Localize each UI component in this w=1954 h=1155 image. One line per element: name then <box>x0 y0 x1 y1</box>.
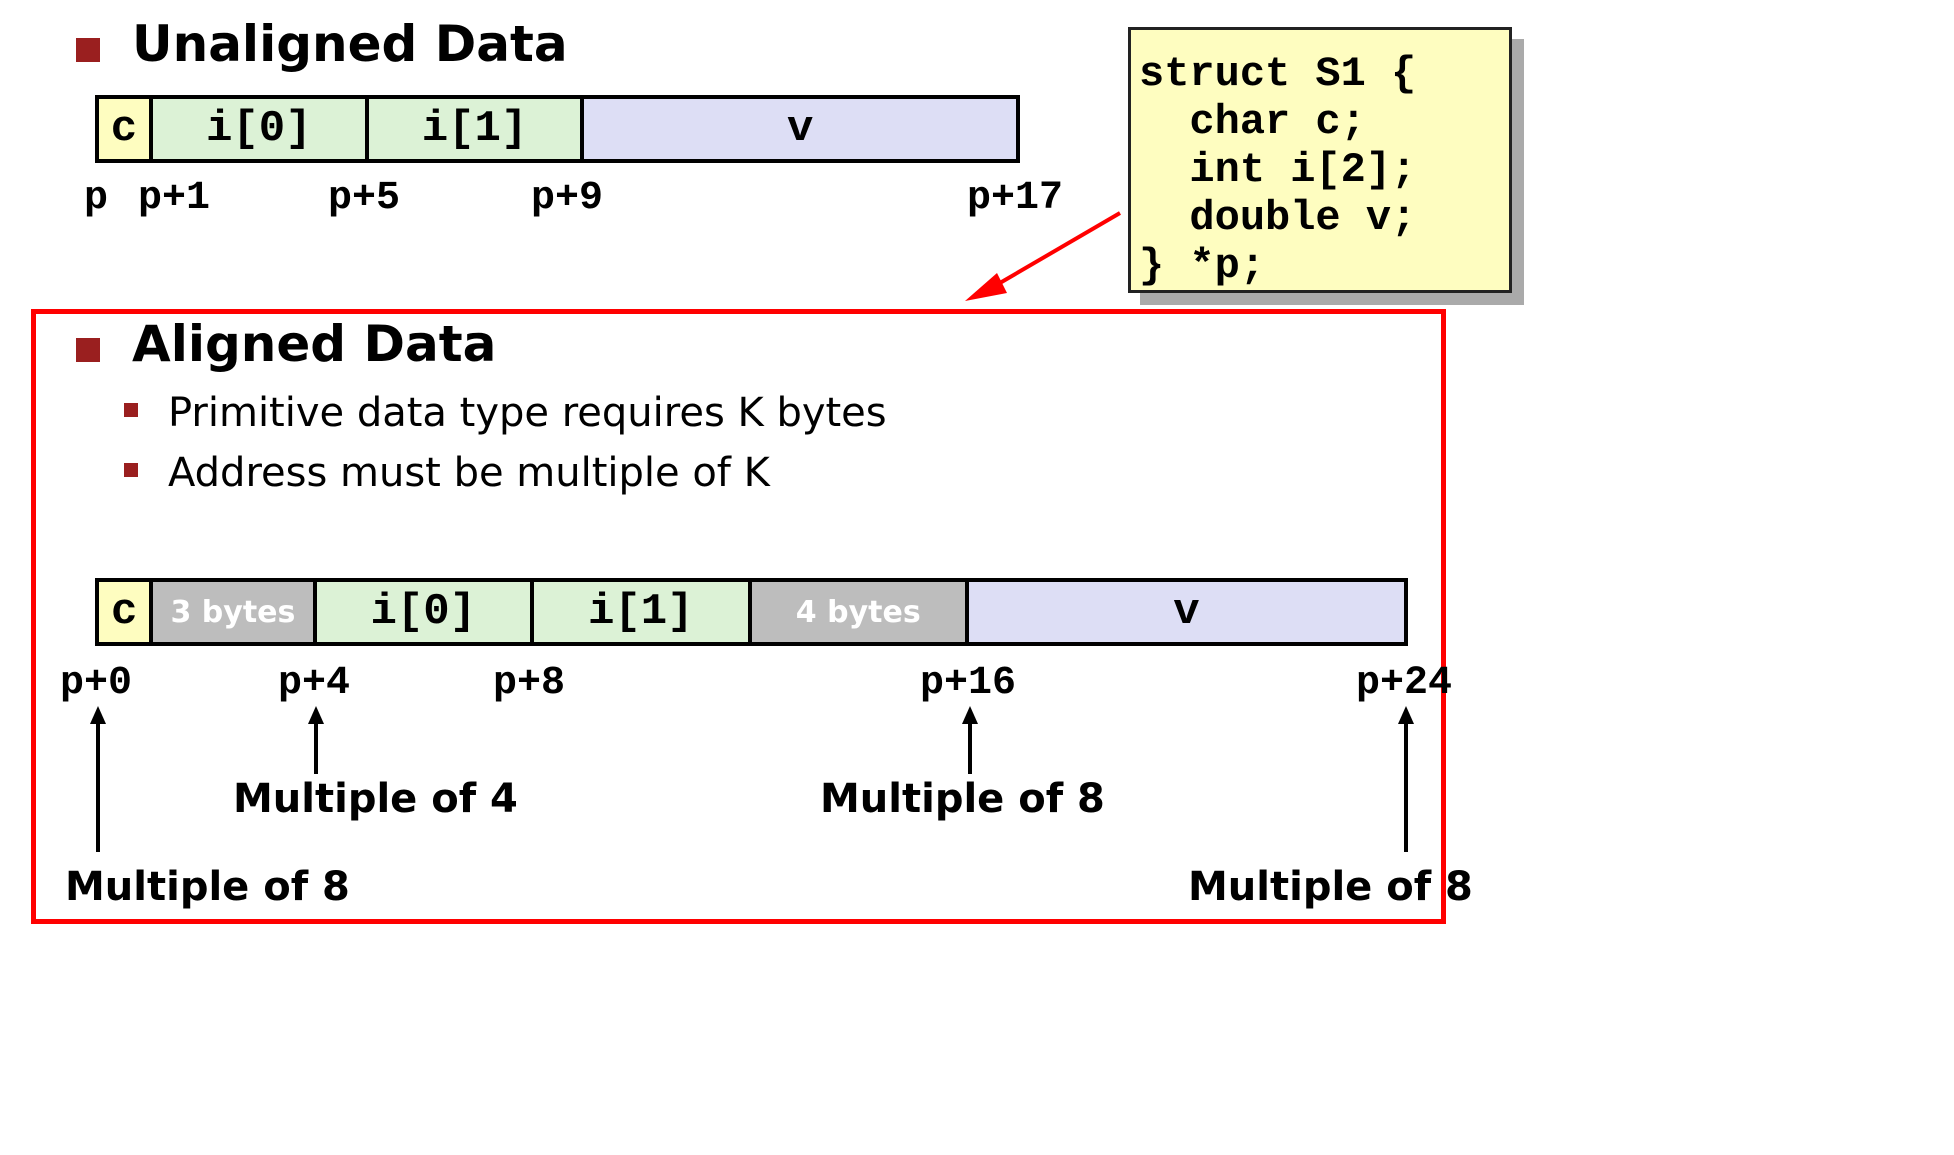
unaligned-title: Unaligned Data <box>132 15 568 73</box>
unaligned-bullet-square <box>76 38 100 62</box>
multiple-note: Multiple of 4 <box>233 776 518 822</box>
bullet-square <box>124 463 138 477</box>
code-line: int i[2]; <box>1139 146 1417 194</box>
aligned-offset-label: p+8 <box>493 661 566 706</box>
unaligned-offset-label: p+5 <box>328 176 401 221</box>
aligned-offset-label: p+0 <box>60 661 133 706</box>
aligned-cell-c: c <box>99 582 154 642</box>
multiple-note: Multiple of 8 <box>65 864 350 910</box>
aligned-offset-label: p+24 <box>1356 661 1453 706</box>
unaligned-cell-c: c <box>99 99 153 159</box>
callout-arrow-icon <box>965 211 1122 301</box>
struct-code-box: struct S1 { char c; int i[2]; double v; … <box>1128 27 1512 293</box>
aligned-highlight-box <box>31 309 1446 924</box>
bullet-text: Address must be multiple of K <box>168 450 770 496</box>
aligned-title: Aligned Data <box>132 315 497 373</box>
arrow-up-icon <box>962 706 978 774</box>
multiple-note: Multiple of 8 <box>820 776 1105 822</box>
unaligned-offset-label: p+1 <box>138 176 211 221</box>
aligned-cell-padding: 3 bytes <box>153 582 317 642</box>
aligned-offset-label: p+4 <box>278 661 351 706</box>
arrow-up-icon <box>1398 706 1414 852</box>
arrow-up-icon <box>308 706 324 774</box>
multiple-note: Multiple of 8 <box>1188 864 1473 910</box>
aligned-cell-padding: 4 bytes <box>751 582 969 642</box>
unaligned-cell-v: v <box>584 99 1016 159</box>
unaligned-memory-bar: c i[0] i[1] v <box>95 95 1020 163</box>
code-line: struct S1 { <box>1139 50 1417 98</box>
unaligned-cell-i1: i[1] <box>368 99 585 159</box>
unaligned-offset-label: p+17 <box>967 176 1064 221</box>
unaligned-offset-label: p+9 <box>531 176 604 221</box>
bullet-text: Primitive data type requires K bytes <box>168 390 887 436</box>
aligned-cell-v: v <box>969 582 1404 642</box>
aligned-offset-label: p+16 <box>920 661 1017 706</box>
code-line: } *p; <box>1139 242 1266 290</box>
unaligned-cell-i0: i[0] <box>152 99 369 159</box>
arrow-up-icon <box>90 706 106 852</box>
code-line: double v; <box>1139 194 1417 242</box>
aligned-cell-i1: i[1] <box>534 582 752 642</box>
unaligned-offset-label: p <box>84 176 109 221</box>
bullet-square <box>124 403 138 417</box>
code-line: char c; <box>1139 98 1366 146</box>
aligned-bullet-square <box>76 338 100 362</box>
aligned-cell-i0: i[0] <box>316 582 534 642</box>
